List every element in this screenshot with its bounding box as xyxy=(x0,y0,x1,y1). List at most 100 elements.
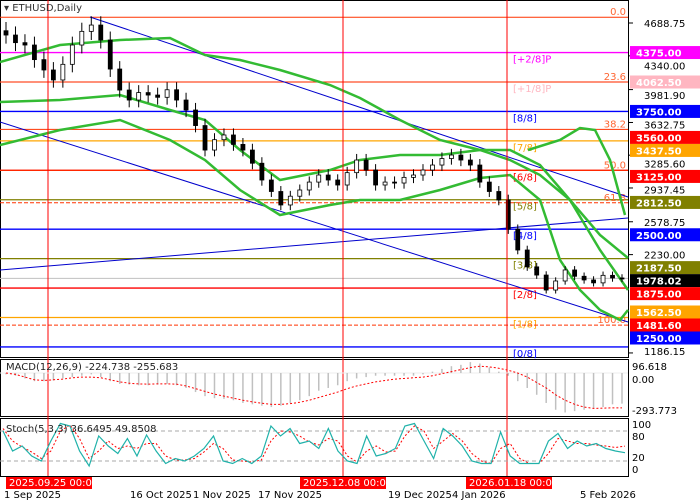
time-label: 19 Dec 2025 xyxy=(388,490,452,500)
candle xyxy=(543,274,549,291)
stoch-label: Stoch(5,3,3) 36.6495 49.8508 xyxy=(6,424,157,435)
price-tag: 4375.00 xyxy=(636,49,682,60)
candle xyxy=(107,39,113,70)
price-tag-bg xyxy=(630,305,700,319)
candle xyxy=(562,269,568,282)
price-tag: 2187.50 xyxy=(636,264,682,275)
candle xyxy=(155,94,161,98)
chart-title: ▾ ETHUSD,Daily xyxy=(4,3,82,14)
main-panel xyxy=(0,0,629,358)
price-tag-bg xyxy=(630,331,700,345)
price-tick: 2578.75 xyxy=(644,218,685,229)
candle xyxy=(373,169,379,186)
candle xyxy=(325,174,331,181)
candle xyxy=(259,162,265,181)
macd-panel xyxy=(0,359,629,417)
candle xyxy=(164,89,170,98)
candle xyxy=(79,30,85,46)
candle xyxy=(202,125,208,151)
candle xyxy=(449,154,454,159)
candle xyxy=(344,172,350,186)
price-tick: 4340.00 xyxy=(644,62,685,73)
candle xyxy=(126,89,132,101)
time-label: 17 Nov 2025 xyxy=(258,490,322,500)
candle xyxy=(212,139,217,151)
candle xyxy=(572,269,578,277)
price-tag-bg xyxy=(630,287,700,301)
price-tag: 2500.00 xyxy=(636,231,682,242)
candle xyxy=(50,69,56,81)
time-label: 4 Jan 2026 xyxy=(452,490,506,500)
candle xyxy=(22,42,28,46)
candle xyxy=(268,179,274,192)
channel-upper-line[interactable] xyxy=(89,16,629,198)
candle xyxy=(430,164,435,171)
price-tick: 4688.75 xyxy=(644,19,685,30)
candle xyxy=(278,191,284,206)
candle xyxy=(231,134,236,145)
candle xyxy=(249,149,255,164)
price-tag: 2812.50 xyxy=(636,198,682,209)
candle xyxy=(600,274,606,284)
price-tag-bg xyxy=(630,46,700,60)
candle xyxy=(524,249,530,268)
macd-signal-line xyxy=(5,365,623,409)
time-label: 1 Sep 2025 xyxy=(4,490,61,500)
price-tag-bg xyxy=(630,143,700,157)
stoch-tick: 100 xyxy=(632,420,651,431)
candle xyxy=(477,164,483,183)
crosshair-date: 2026.01.18 00:00 xyxy=(469,478,558,489)
crosshair-date: 2025.12.08 00:00 xyxy=(303,478,392,489)
candle xyxy=(306,181,312,191)
time-label: 1 Nov 2025 xyxy=(193,490,251,500)
crosshair-date-bg xyxy=(6,477,92,489)
candle xyxy=(183,99,189,111)
candle xyxy=(619,277,625,280)
candle xyxy=(41,59,47,71)
murray-level-label: [6/8] xyxy=(513,172,537,183)
candle xyxy=(174,89,179,101)
current-price-tag-bg xyxy=(630,274,700,288)
channel-lower-line[interactable] xyxy=(0,121,629,323)
crosshair-date-bg xyxy=(300,477,386,489)
bollinger-upper xyxy=(0,36,629,259)
stoch-tick: 0 xyxy=(632,465,638,476)
stoch-signal-line xyxy=(2,424,626,465)
price-tick: 2230.00 xyxy=(644,251,685,262)
stoch-main-line xyxy=(2,422,626,468)
candle xyxy=(3,30,9,36)
candle xyxy=(193,109,198,126)
candle xyxy=(297,189,303,197)
bollinger-middle xyxy=(0,93,630,291)
candle xyxy=(13,34,18,44)
macd-tick: -293.773 xyxy=(632,406,677,417)
candle xyxy=(392,181,397,184)
candle xyxy=(60,63,66,81)
candles xyxy=(3,16,625,294)
candle xyxy=(401,176,407,184)
candle xyxy=(145,92,151,96)
candle xyxy=(117,68,123,91)
price-tag-bg xyxy=(630,195,700,209)
candle xyxy=(221,134,227,141)
murray-level-label: [0/8] xyxy=(513,349,537,360)
trend-line-rising[interactable] xyxy=(0,217,629,271)
fibo-label: 61.8 xyxy=(604,193,626,204)
candle xyxy=(458,154,464,161)
trend-channel xyxy=(0,16,630,323)
candle xyxy=(69,44,75,65)
candle xyxy=(467,159,473,166)
candle xyxy=(553,280,559,291)
price-tick: 1186.15 xyxy=(644,347,685,358)
price-tag-bg xyxy=(630,228,700,242)
stoch-panel xyxy=(0,418,629,477)
price-tick: 2937.45 xyxy=(644,185,685,196)
bollinger-lower xyxy=(0,118,629,322)
fibo-label: 0.0 xyxy=(610,7,626,18)
candle xyxy=(411,174,416,178)
candle xyxy=(534,266,540,276)
candle xyxy=(88,24,94,32)
price-tag: 3125.00 xyxy=(636,172,682,183)
